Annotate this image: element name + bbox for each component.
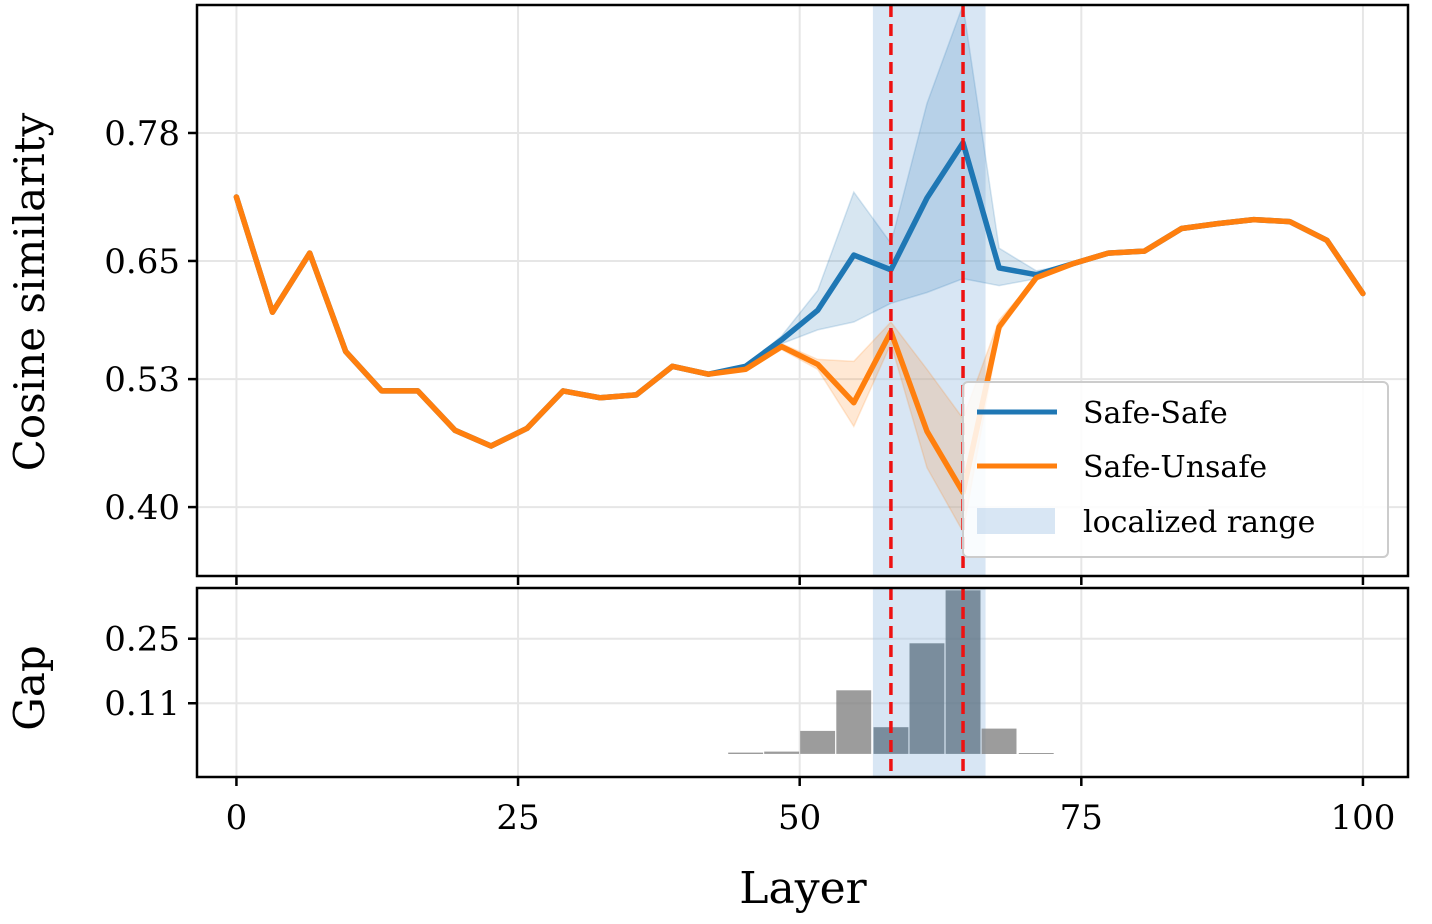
x-tick-label-25: 25 [496,798,539,838]
x-tick-label-0: 0 [226,798,248,838]
y-tick-label-top-3: 0.78 [104,114,180,154]
bottom-panel-grid [197,588,1408,777]
bottom-panel: 0.11 0.25 0 25 50 75 100 Gap Layer [5,586,1410,914]
gap-bar-0 [728,752,764,754]
legend-swatch-localized-range [977,508,1055,534]
legend-label-safe-unsafe: Safe-Unsafe [1083,450,1267,485]
y-axis-title-bottom: Gap [5,645,54,730]
x-axis-title: Layer [739,863,867,914]
bottom-panel-ticks: 0.11 0.25 0 25 50 75 100 [104,620,1395,838]
y-tick-label-bottom-1: 0.25 [104,620,180,660]
top-panel-ticks: 0.40 0.53 0.65 0.78 [104,114,1365,585]
gap-bar-7 [981,728,1017,754]
y-tick-label-top-0: 0.40 [104,488,180,528]
y-tick-label-bottom-0: 0.11 [104,684,180,724]
gap-bar-1 [764,751,800,754]
gap-bar-8 [1018,753,1054,754]
series-line-safe-unsafe [233,194,1366,496]
series-lines [233,140,1366,496]
x-tick-label-75: 75 [1060,798,1103,838]
y-tick-label-top-2: 0.65 [104,242,180,282]
marker-lines-bottom [889,588,965,777]
legend-label-localized-range: localized range [1083,505,1315,540]
legend: Safe-Safe Safe-Unsafe localized range [962,381,1389,558]
top-panel-frame [195,3,1410,578]
legend-label-safe-safe: Safe-Safe [1083,396,1228,431]
x-tick-label-50: 50 [778,798,821,838]
gap-bar-3 [836,690,872,754]
bottom-panel-frame [195,586,1410,779]
legend-box [962,381,1389,558]
x-tick-label-100: 100 [1330,798,1395,838]
gap-bar-2 [800,730,836,754]
top-panel: 0.40 0.53 0.65 0.78 Safe-Safe Safe-Unsafe l… [5,3,1410,585]
gap-bar-5 [909,643,945,754]
y-tick-label-top-1: 0.53 [104,360,180,400]
y-axis-title-top: Cosine similarity [5,112,54,471]
